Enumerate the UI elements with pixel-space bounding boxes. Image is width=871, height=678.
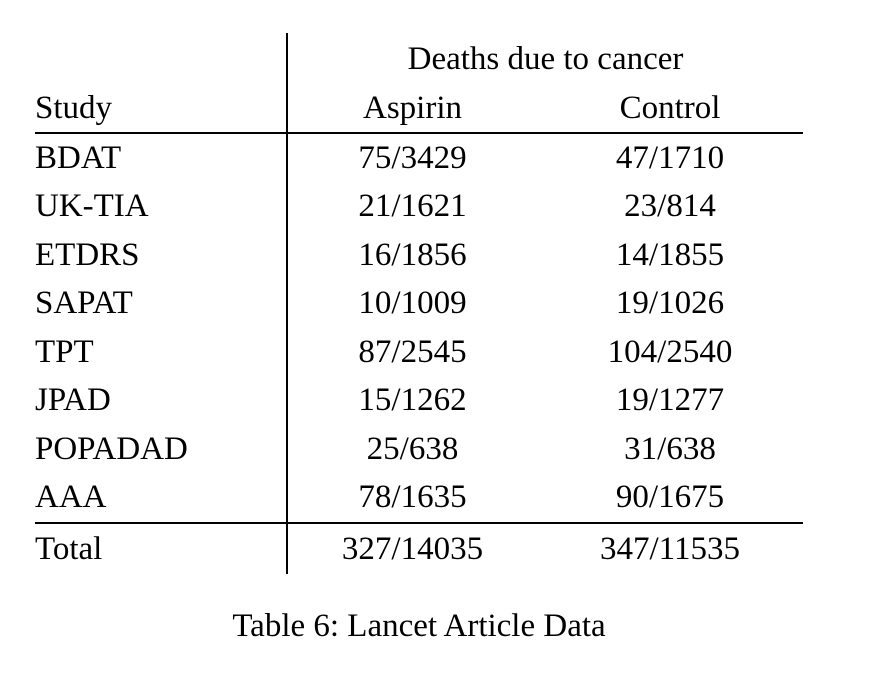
aspirin-value: 16/1856 bbox=[358, 236, 467, 273]
study-name: POPADAD bbox=[35, 425, 288, 474]
aspirin-value: 25/638 bbox=[366, 430, 459, 467]
control-value: 19/1026 bbox=[615, 285, 725, 322]
total-row: Total 327/14035 347/11535 bbox=[35, 522, 803, 574]
aspirin-value: 75/3429 bbox=[287, 132, 537, 183]
table-row: JPAD 15/1262 19/1277 bbox=[35, 376, 803, 425]
control-value: 31/638 bbox=[624, 430, 716, 467]
table-row: UK-TIA 21/1621 23/814 bbox=[35, 182, 803, 231]
control-value: 47/1710 bbox=[537, 132, 803, 183]
control-value: 14/1855 bbox=[615, 236, 725, 273]
table-row: BDAT 75/3429 47/1710 bbox=[35, 132, 803, 183]
total-label: Total bbox=[35, 522, 288, 574]
aspirin-value: 87/2545 bbox=[358, 333, 467, 370]
table-row: AAA 78/1635 90/1675 bbox=[35, 473, 803, 523]
lancet-data-table: Deaths due to cancer Study Aspirin Contr… bbox=[35, 33, 803, 574]
study-name: BDAT bbox=[35, 132, 288, 183]
total-control-value: 347/11535 bbox=[537, 522, 803, 574]
spanner-empty-cell bbox=[35, 33, 288, 85]
table-row: TPT 87/2545 104/2540 bbox=[35, 328, 803, 377]
study-name: ETDRS bbox=[35, 231, 288, 280]
study-name: UK-TIA bbox=[35, 182, 288, 231]
control-value: 104/2540 bbox=[607, 333, 733, 370]
aspirin-value: 15/1262 bbox=[358, 382, 467, 419]
study-name: JPAD bbox=[35, 376, 288, 425]
study-name: SAPAT bbox=[35, 279, 288, 328]
column-header-control: Control bbox=[619, 90, 721, 126]
study-name: AAA bbox=[35, 473, 288, 523]
aspirin-value: 78/1635 bbox=[358, 479, 467, 516]
column-header-row: Study Aspirin Control bbox=[35, 85, 803, 133]
table-row: ETDRS 16/1856 14/1855 bbox=[35, 231, 803, 280]
total-aspirin-value: 327/14035 bbox=[287, 522, 537, 574]
column-header-study: Study bbox=[35, 85, 288, 133]
table-row: POPADAD 25/638 31/638 bbox=[35, 425, 803, 474]
aspirin-value: 21/1621 bbox=[358, 188, 467, 225]
table-caption: Table 6: Lancet Article Data bbox=[232, 608, 606, 644]
control-value: 19/1277 bbox=[615, 382, 725, 419]
study-name: TPT bbox=[35, 328, 288, 377]
table-row: SAPAT 10/1009 19/1026 bbox=[35, 279, 803, 328]
control-value: 23/814 bbox=[624, 188, 716, 225]
spanner-header: Deaths due to cancer bbox=[407, 40, 684, 77]
aspirin-value: 10/1009 bbox=[358, 285, 467, 322]
column-header-aspirin: Aspirin bbox=[363, 90, 462, 126]
control-value: 90/1675 bbox=[615, 479, 725, 516]
spanner-header-row: Deaths due to cancer bbox=[35, 33, 803, 85]
